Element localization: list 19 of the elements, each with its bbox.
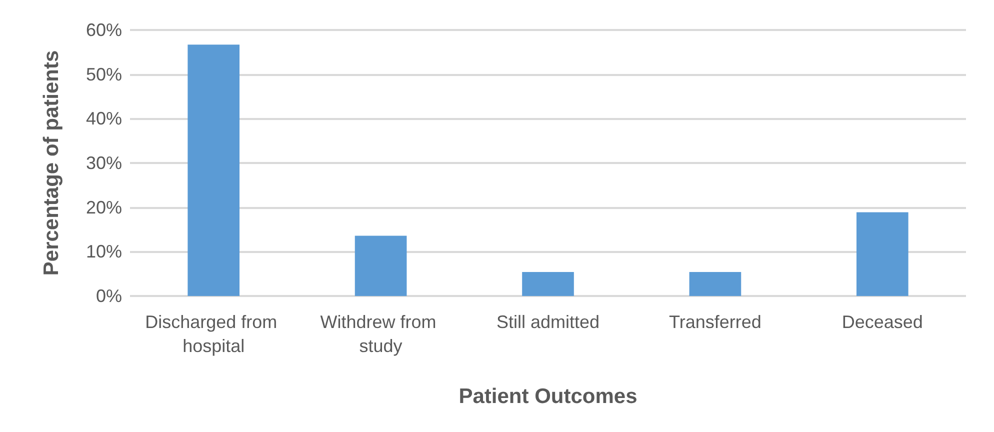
x-tick-label: Transferred bbox=[669, 312, 762, 332]
y-tick-label: 50% bbox=[86, 64, 122, 84]
y-tick-label: 30% bbox=[86, 153, 122, 173]
y-tick-label: 40% bbox=[86, 108, 122, 129]
bar bbox=[188, 44, 240, 296]
x-tick-label: Withdrew from study bbox=[320, 312, 442, 356]
bar bbox=[856, 212, 908, 296]
x-tick-label: Still admitted bbox=[496, 312, 600, 332]
y-axis-title: Percentage of patients bbox=[40, 50, 63, 276]
bar bbox=[689, 272, 742, 296]
y-tick-label: 20% bbox=[86, 197, 122, 218]
bar bbox=[354, 236, 407, 296]
x-tick-label: Deceased bbox=[842, 312, 923, 332]
y-tick-label: 0% bbox=[96, 286, 122, 306]
y-tick-label: 60% bbox=[86, 20, 122, 40]
x-axis-title: Patient Outcomes bbox=[458, 385, 638, 408]
y-tick-label: 10% bbox=[86, 242, 122, 262]
bar bbox=[522, 272, 574, 296]
x-tick-label: Discharged from hospital bbox=[145, 312, 282, 356]
